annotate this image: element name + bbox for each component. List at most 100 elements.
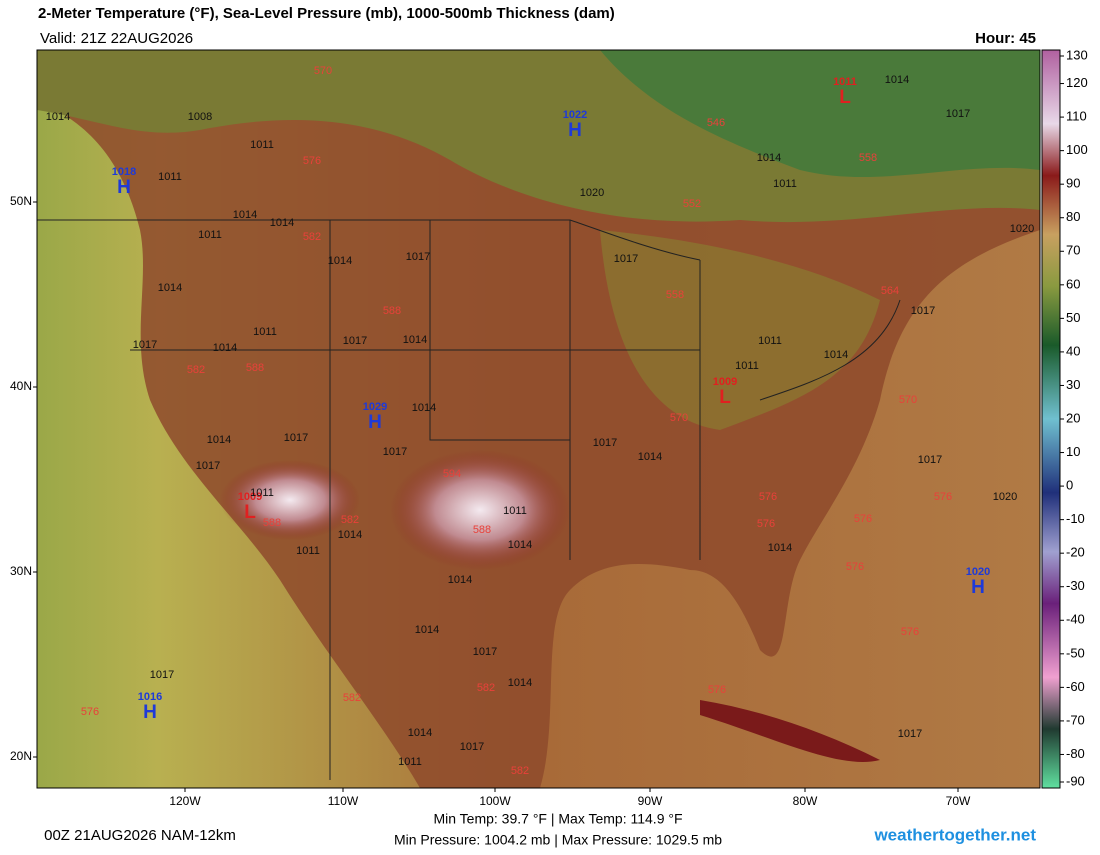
- thickness-label: 582: [477, 682, 495, 694]
- thickness-label: 576: [901, 626, 919, 638]
- thickness-label: 588: [246, 362, 264, 374]
- colorbar-label: 40: [1066, 343, 1080, 358]
- thickness-label: 576: [759, 491, 777, 503]
- colorbar-label: -50: [1066, 645, 1085, 660]
- isobar-label: 1017: [133, 339, 157, 351]
- thickness-label: 564: [881, 285, 899, 297]
- isobar-label: 1014: [638, 451, 662, 463]
- colorbar-label: 90: [1066, 176, 1080, 191]
- thickness-label: 576: [708, 684, 726, 696]
- isobar-label: 1014: [328, 255, 352, 267]
- isobar-label: 1014: [408, 727, 432, 739]
- thickness-label: 570: [314, 65, 332, 77]
- isobar-label: 1014: [412, 402, 436, 414]
- lon-label: 100W: [479, 794, 511, 808]
- thickness-label: 588: [263, 517, 281, 529]
- isobar-label: 1017: [383, 446, 407, 458]
- colorbar-label: -90: [1066, 773, 1085, 788]
- thickness-label: 576: [846, 561, 864, 573]
- thickness-label: 582: [303, 231, 321, 243]
- pressure-letter: H: [568, 120, 582, 141]
- isobar-label: 1017: [284, 432, 308, 444]
- pressure-value: 1011: [833, 76, 857, 88]
- isobar-label: 1017: [406, 251, 430, 263]
- hot-spot: [390, 450, 570, 570]
- pressure-letter: L: [244, 502, 256, 523]
- colorbar-label: 110: [1066, 109, 1087, 124]
- isobar-label: 1014: [508, 539, 532, 551]
- pressure-letter: L: [719, 387, 731, 408]
- thickness-label: 576: [934, 491, 952, 503]
- site-name: weathertogether.net: [873, 825, 1036, 844]
- thickness-label: 546: [707, 117, 725, 129]
- colorbar-label: -70: [1066, 712, 1085, 727]
- pressure-letter: H: [368, 412, 382, 433]
- isobar-label: 1014: [213, 342, 237, 354]
- isobar-label: 1011: [758, 335, 782, 347]
- thickness-label: 576: [854, 513, 872, 525]
- canada-cool: [600, 50, 1040, 178]
- colorbar-label: 130: [1066, 47, 1088, 62]
- thickness-label: 570: [670, 412, 688, 424]
- title: 2-Meter Temperature (°F), Sea-Level Pres…: [38, 5, 615, 22]
- pressure-letter: L: [839, 87, 851, 108]
- lon-label: 120W: [169, 794, 201, 808]
- isobar-label: 1014: [768, 542, 792, 554]
- isobar-label: 1011: [773, 178, 797, 190]
- colorbar-label: 50: [1066, 310, 1080, 325]
- isobar-label: 1011: [398, 756, 422, 768]
- thickness-label: 588: [383, 305, 401, 317]
- isobar-label: 1014: [757, 152, 781, 164]
- isobar-label: 1017: [196, 460, 220, 472]
- colorbar-label: -60: [1066, 679, 1085, 694]
- map: [36, 49, 1041, 789]
- isobar-label: 1014: [448, 574, 472, 586]
- pressure-letter: H: [971, 577, 985, 598]
- isobar-label: 1017: [343, 335, 367, 347]
- isobar-label: 1017: [911, 305, 935, 317]
- colorbar: [1041, 49, 1061, 789]
- thickness-label: 582: [343, 692, 361, 704]
- colorbar-label: 10: [1066, 444, 1080, 459]
- isobar-label: 1017: [460, 741, 484, 753]
- pressure-value: 1009: [713, 376, 737, 388]
- isobar-label: 1011: [253, 326, 277, 338]
- forecast-hour: Hour: 45: [975, 30, 1036, 47]
- isobar-label: 1008: [188, 111, 212, 123]
- thickness-label: 558: [859, 152, 877, 164]
- isobar-label: 1011: [250, 139, 274, 151]
- boundaries: [37, 219, 901, 780]
- isobar-label: 1014: [233, 209, 257, 221]
- isobar-label: 1014: [270, 217, 294, 229]
- isobar-label: 1014: [885, 74, 909, 86]
- isobar-label: 1017: [918, 454, 942, 466]
- isobar-label: 1011: [503, 505, 527, 517]
- lon-label: 80W: [793, 794, 818, 808]
- cuba: [700, 700, 880, 762]
- map-frame: [36, 49, 1041, 789]
- isobar-label: 1011: [735, 360, 759, 372]
- thickness-label: 594: [443, 468, 461, 480]
- thickness-label: 570: [899, 394, 917, 406]
- isobar-label: 1020: [1010, 223, 1034, 235]
- isobar-label: 1011: [198, 229, 222, 241]
- pressure-value: 1022: [563, 109, 587, 121]
- isobar-label: 1017: [150, 669, 174, 681]
- isobar-label: 1017: [614, 253, 638, 265]
- isobar-label: 1020: [993, 491, 1017, 503]
- thickness-label: 582: [341, 514, 359, 526]
- lat-label: 20N: [10, 749, 32, 763]
- isobar-label: 1017: [473, 646, 497, 658]
- colorbar-label: -40: [1066, 612, 1085, 627]
- pressure-range: Min Pressure: 1004.2 mb | Max Pressure: …: [394, 832, 722, 848]
- isobar-label: 1014: [403, 334, 427, 346]
- isobar-label: 1011: [296, 545, 320, 557]
- colorbar-label: 20: [1066, 410, 1080, 425]
- colorbar-label: 100: [1066, 142, 1088, 157]
- thickness-label: 552: [683, 198, 701, 210]
- colorbar-label: 0: [1066, 478, 1073, 493]
- model-run: 00Z 21AUG2026 NAM-12km: [44, 827, 236, 844]
- land: [37, 50, 1040, 788]
- isobar-label: 1017: [898, 728, 922, 740]
- lon-label: 90W: [638, 794, 663, 808]
